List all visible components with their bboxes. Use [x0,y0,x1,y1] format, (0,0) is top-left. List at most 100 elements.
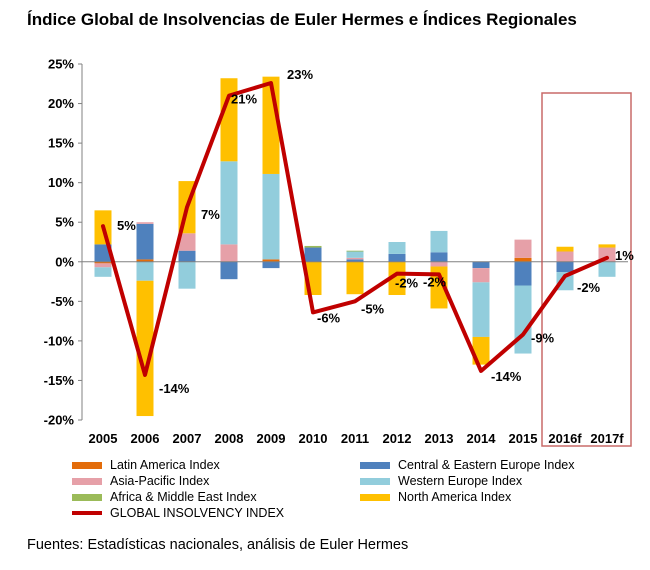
legend-swatch [360,493,390,501]
bar-segment-western-europe-index-2007 [178,261,196,289]
bar-segment-north-america-index-2013 [430,266,448,309]
bar-segment-western-europe-index-2006 [136,261,154,281]
data-label-2007: 7% [201,207,220,222]
bar-segment-north-america-index-2012 [388,261,406,296]
y-tick-label: 20% [48,96,74,111]
legend-swatch [72,493,102,501]
data-label-2017f: 1% [615,248,634,263]
bar-segment-central-eastern-europe-index-2013 [430,252,448,262]
legend-item-asia-pacific-index: Asia-Pacific Index [72,473,209,489]
y-tick-label: 10% [48,175,74,190]
x-tick-label: 2008 [215,431,244,446]
legend-item-global-insolvency-index: GLOBAL INSOLVENCY INDEX [72,505,284,521]
bar-segment-central-eastern-europe-index-2011 [346,259,364,262]
x-tick-label: 2006 [131,431,160,446]
x-tick-label: 2015 [509,431,538,446]
bar-segment-western-europe-index-2013 [430,230,448,253]
bar-segment-latin-america-index-2005 [94,261,112,264]
y-tick-label: -20% [44,413,75,428]
legend-item-western-europe-index: Western Europe Index [360,473,522,489]
bar-segment-central-eastern-europe-index-2010 [304,247,322,262]
legend-item-latin-america-index: Latin America Index [72,457,220,473]
bar-segment-western-europe-index-2014 [472,282,490,337]
bar-segment-north-america-index-2017f [598,244,616,248]
bar-segment-latin-america-index-2009 [262,259,280,262]
legend-swatch [72,511,102,515]
global-line-layer [101,80,609,377]
bar-segment-asia-pacific-index-2008 [220,244,238,262]
x-tick-label: 2013 [425,431,454,446]
source-note: Fuentes: Estadísticas nacionales, anális… [27,537,409,553]
data-label-2013: -2% [423,274,447,289]
x-tick-label: 2011 [341,431,369,446]
legend-label: Western Europe Index [398,474,523,488]
y-tick-label: 5% [55,215,74,230]
bar-segment-latin-america-index-2015 [514,257,532,262]
x-tick-label: 2009 [257,431,286,446]
bar-segment-north-america-index-2011 [346,261,364,295]
x-tick-label: 2005 [89,431,118,446]
bar-segment-asia-pacific-index-2016f [556,251,574,262]
y-tick-label: -5% [51,294,75,309]
data-label-2016f: -2% [577,280,601,295]
data-label-2009: 23% [287,67,313,82]
bar-segment-north-america-index-2006 [136,280,154,417]
chart-title: Índice Global de Insolvencias de Euler H… [27,10,577,29]
legend-swatch [360,477,390,485]
bar-segment-central-eastern-europe-index-2007 [178,250,196,262]
legend-label: Africa & Middle East Index [110,490,257,504]
global-insolvency-line [101,80,609,377]
bar-segment-asia-pacific-index-2006 [136,222,154,224]
x-axis: 2005 2006 2007 2008 2009 2010 2011 2012 2013 2014… [82,261,628,446]
bar-segment-central-eastern-europe-index-2009 [262,261,280,269]
y-tick-label: 25% [48,57,74,72]
y-tick-label: 15% [48,136,74,151]
data-label-2011: -5% [361,301,385,316]
x-tick-label: 2017f [590,431,624,446]
data-label-2006: -14% [159,381,190,396]
y-tick-label: 0% [55,254,74,269]
legend-label: Asia-Pacific Index [110,474,210,488]
data-label-2008: 21% [231,92,257,107]
bar-segment-western-europe-index-2009 [262,173,280,260]
bar-segment-asia-pacific-index-2013 [430,261,448,267]
bar-segment-western-europe-index-2017f [598,261,616,277]
legend-label: Latin America Index [110,458,220,472]
data-label-2010: -6% [317,310,341,325]
bar-segment-asia-pacific-index-2005 [94,263,112,268]
bar-segment-western-europe-index-2005 [94,267,112,277]
x-tick-label: 2014 [467,431,497,446]
bar-segment-asia-pacific-index-2011 [346,257,364,260]
data-label-2014: -14% [491,369,522,384]
bar-segment-central-eastern-europe-index-2012 [388,253,406,262]
data-label-2005: 5% [117,218,136,233]
insolvency-chart: -20% -15% -10% -5% 0% 5% 10% 15% 20% 25% 2005 2006… [44,57,634,447]
bar-segment-asia-pacific-index-2007 [178,233,196,251]
forecast-box [541,92,632,447]
bar-segment-central-eastern-europe-index-2006 [136,223,154,260]
bar-segment-asia-pacific-index-2015 [514,239,532,258]
x-tick-label: 2016f [548,431,582,446]
legend-label: Central & Eastern Europe Index [398,458,575,472]
legend-item-north-america-index: North America Index [360,489,511,505]
bar-segment-central-eastern-europe-index-2015 [514,261,532,286]
legend-swatch [360,461,390,469]
bar-segment-western-europe-index-2012 [388,242,406,254]
bar-segment-central-eastern-europe-index-2016f [556,261,574,273]
bar-segment-africa-middle-east-index-2010 [304,245,322,248]
data-label-2012: -2% [395,276,419,291]
legend-label: North America Index [398,490,512,504]
legend-swatch [72,477,102,485]
bar-segment-western-europe-index-2011 [346,251,364,258]
bar-segment-north-america-index-2008 [220,78,238,162]
bar-segment-western-europe-index-2008 [220,161,238,245]
x-tick-label: 2010 [299,431,328,446]
legend-label: GLOBAL INSOLVENCY INDEX [110,506,285,520]
bars-layer [94,76,616,417]
legend-item-central-eastern-europe-index: Central & Eastern Europe Index [360,457,575,473]
bar-segment-central-eastern-europe-index-2014 [472,261,490,269]
forecast-highlight-box [541,92,632,447]
bar-segment-latin-america-index-2006 [136,259,154,262]
y-axis: -20% -15% -10% -5% 0% 5% 10% 15% 20% 25% [44,57,83,428]
bar-segment-asia-pacific-index-2014 [472,268,490,283]
